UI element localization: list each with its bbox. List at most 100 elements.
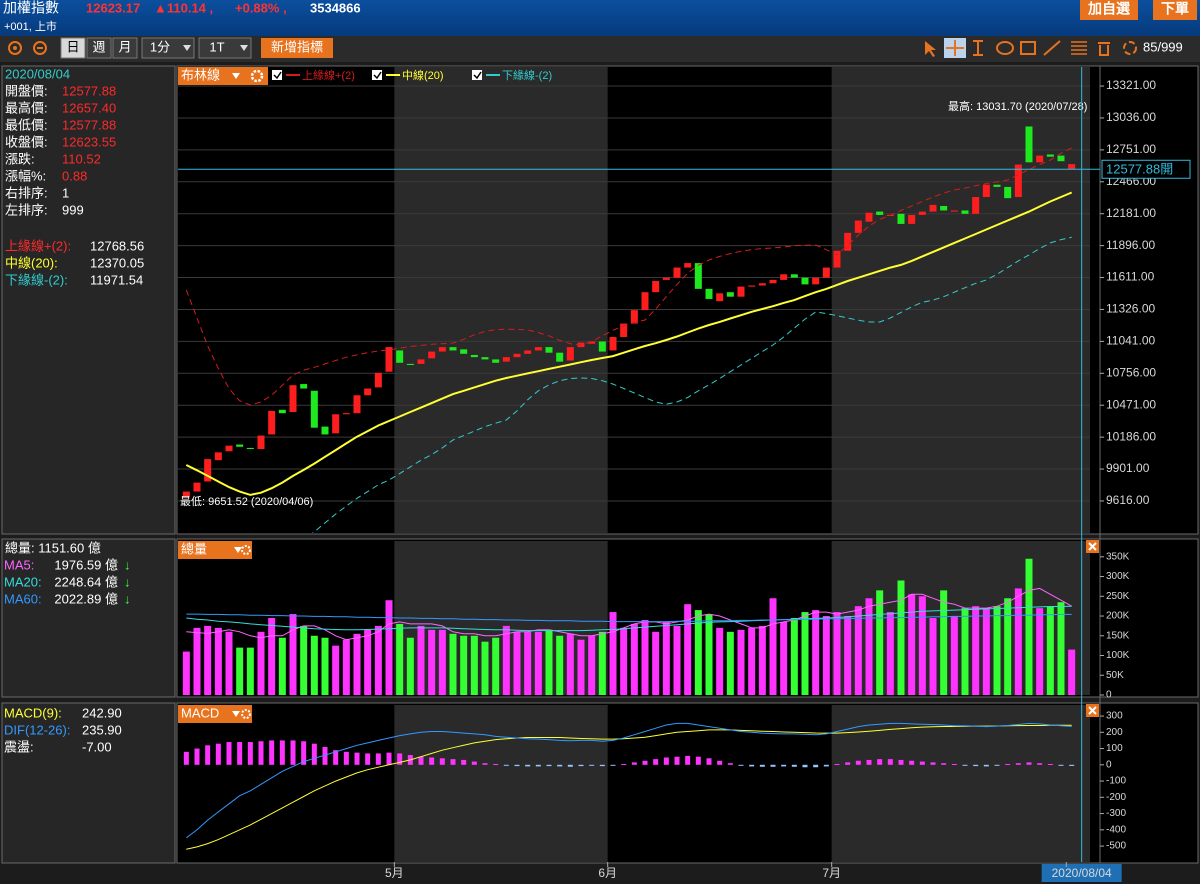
- text-tool[interactable]: [973, 40, 983, 56]
- x-tick-label: 2020/08/04: [1052, 866, 1112, 880]
- rect-tool[interactable]: [1020, 41, 1036, 55]
- close-macd-panel[interactable]: [1086, 704, 1099, 717]
- osc-value: -7.00: [82, 739, 112, 754]
- info-panel: [1, 65, 176, 535]
- volume-bar: [353, 633, 361, 695]
- volume-bar: [748, 627, 756, 695]
- candle: [428, 351, 436, 359]
- y-tick-label: 10186.00: [1106, 429, 1156, 443]
- refresh-tool[interactable]: [1123, 41, 1137, 55]
- candle: [193, 482, 201, 492]
- ma-value: 2248.64 億: [54, 574, 118, 589]
- ma-label: MA20:: [4, 574, 42, 589]
- info-value: 0.88: [62, 168, 87, 183]
- volume-bar: [502, 625, 510, 695]
- oscillator-bar: [909, 760, 915, 765]
- macd-line: [185, 722, 1072, 839]
- oscillator-bar: [674, 756, 680, 765]
- volume-bar: [1068, 649, 1076, 695]
- month-band: [394, 705, 608, 862]
- minute-dropdown[interactable]: 1分: [141, 37, 195, 59]
- candle: [396, 350, 404, 363]
- band-label: 中線(20):: [5, 255, 58, 270]
- volume-bar: [993, 606, 1001, 695]
- candle: [662, 277, 670, 280]
- ellipse-tool[interactable]: [996, 41, 1014, 55]
- cursor-date-bg: [1041, 864, 1122, 882]
- candle: [598, 341, 606, 352]
- axes: 13321.0013036.0012751.0012466.0012181.00…: [1100, 78, 1156, 852]
- tick-dropdown[interactable]: 1T: [198, 37, 252, 59]
- delete-tool[interactable]: [1098, 42, 1110, 56]
- macd-line: [186, 724, 1072, 850]
- candle: [758, 283, 766, 286]
- price-legend: 上緣線+(2) 中線(20) 下緣線-(2): [272, 68, 552, 82]
- add-indicator-button[interactable]: 新增指標: [261, 38, 333, 58]
- index-volume: 3534866: [310, 0, 361, 15]
- legend-check: [273, 71, 282, 80]
- volume-bar: [758, 625, 766, 695]
- oscillator-bar: [354, 752, 360, 765]
- oscillator-bar: [183, 751, 189, 765]
- volume-bar: [524, 631, 532, 695]
- fib-tool[interactable]: [1071, 41, 1087, 55]
- candle: [822, 267, 830, 278]
- close-volume-panel[interactable]: [1086, 540, 1099, 553]
- volume-bar: [417, 625, 425, 695]
- candle: [492, 359, 500, 363]
- candle: [310, 390, 318, 428]
- info-value: 12577.88: [62, 83, 116, 98]
- market-code: +001, 上市: [4, 19, 57, 33]
- info-label: 漲跌:: [5, 151, 35, 166]
- icon: [33, 41, 47, 55]
- candle: [854, 220, 862, 233]
- volume-bar: [566, 633, 574, 695]
- y-tick-label: 11041.00: [1106, 334, 1155, 348]
- volume-bar: [342, 639, 350, 695]
- volume-bar: [396, 623, 404, 695]
- info-label: 開盤價:: [5, 83, 48, 98]
- oscillator-bar: [919, 761, 925, 765]
- order-button[interactable]: 下單: [1153, 0, 1197, 20]
- cursor-tool[interactable]: [925, 41, 936, 57]
- period-week-button[interactable]: 週: [86, 37, 112, 59]
- volume-ma-line: [186, 605, 1072, 632]
- candle: [908, 214, 916, 224]
- volume-ma-line: [186, 587, 1072, 641]
- volume-bar: [716, 627, 724, 695]
- volume-bar: [844, 616, 852, 695]
- volume-tab[interactable]: 總量: [178, 541, 252, 559]
- bollinger-tab[interactable]: 布林線: [178, 67, 268, 85]
- icon: [8, 41, 22, 55]
- oscillator-bar: [866, 759, 872, 765]
- candle: [204, 459, 212, 482]
- oscillator-bar: [642, 760, 648, 765]
- candle: [353, 395, 361, 414]
- band-label: 下緣線-(2):: [5, 272, 68, 287]
- oscillator-bar: [855, 760, 861, 765]
- y-tick-label: -300: [1106, 808, 1126, 819]
- candle: [684, 263, 692, 268]
- period-day-button[interactable]: 日: [60, 37, 86, 59]
- zoom-out-button[interactable]: [33, 41, 47, 55]
- candle: [460, 349, 468, 354]
- oscillator-bar: [930, 762, 936, 765]
- info-value: 110.52: [62, 151, 101, 166]
- y-tick-label: 11611.00: [1106, 270, 1155, 284]
- y-tick-label: 200K: [1106, 611, 1130, 622]
- oscillator-bar: [1026, 762, 1032, 765]
- candle: [609, 337, 617, 351]
- add-watchlist-button[interactable]: 加自選: [1080, 0, 1138, 20]
- oscillator-bar: [194, 748, 200, 765]
- dropdown-arrow: [232, 711, 240, 717]
- zoom-in-button[interactable]: [8, 41, 22, 55]
- period-month-button[interactable]: 月: [112, 37, 138, 59]
- ma-trend: ↓: [124, 591, 131, 606]
- x-tick-label: 7月: [822, 866, 841, 880]
- line-tool[interactable]: [1043, 40, 1061, 56]
- macd-info-panel: [1, 702, 176, 864]
- oscillator-bar: [279, 740, 285, 765]
- oscillator-bar: [226, 742, 232, 765]
- button-label: 加自選: [1087, 1, 1130, 17]
- macd-tab[interactable]: MACD: [178, 705, 252, 723]
